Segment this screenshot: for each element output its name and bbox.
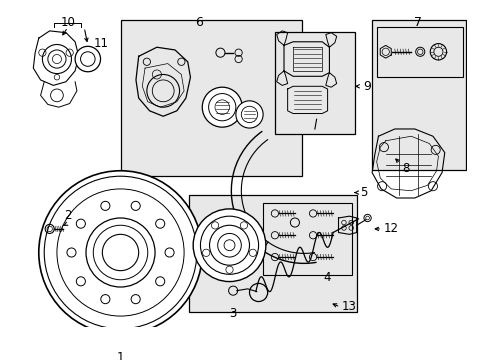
Circle shape	[39, 171, 202, 334]
Bar	[274, 32, 354, 134]
Circle shape	[235, 101, 263, 128]
Text: 2: 2	[64, 208, 71, 222]
Text: 13: 13	[342, 301, 356, 314]
Bar	[263, 203, 351, 275]
Text: 10: 10	[61, 16, 75, 30]
Text: 7: 7	[414, 16, 422, 30]
Text: 8: 8	[401, 162, 408, 175]
Text: 9: 9	[362, 80, 370, 93]
Text: 4: 4	[322, 271, 330, 284]
Circle shape	[75, 46, 101, 72]
Text: 1: 1	[117, 351, 124, 360]
Text: 6: 6	[195, 16, 203, 30]
Bar	[120, 20, 302, 176]
Text: 3: 3	[229, 307, 236, 320]
Text: 11: 11	[93, 37, 108, 50]
Bar	[376, 27, 462, 77]
Circle shape	[202, 87, 242, 127]
Bar	[371, 20, 465, 170]
Text: 12: 12	[383, 222, 398, 235]
Bar	[188, 195, 356, 311]
Circle shape	[193, 209, 265, 282]
Text: 5: 5	[360, 186, 367, 199]
